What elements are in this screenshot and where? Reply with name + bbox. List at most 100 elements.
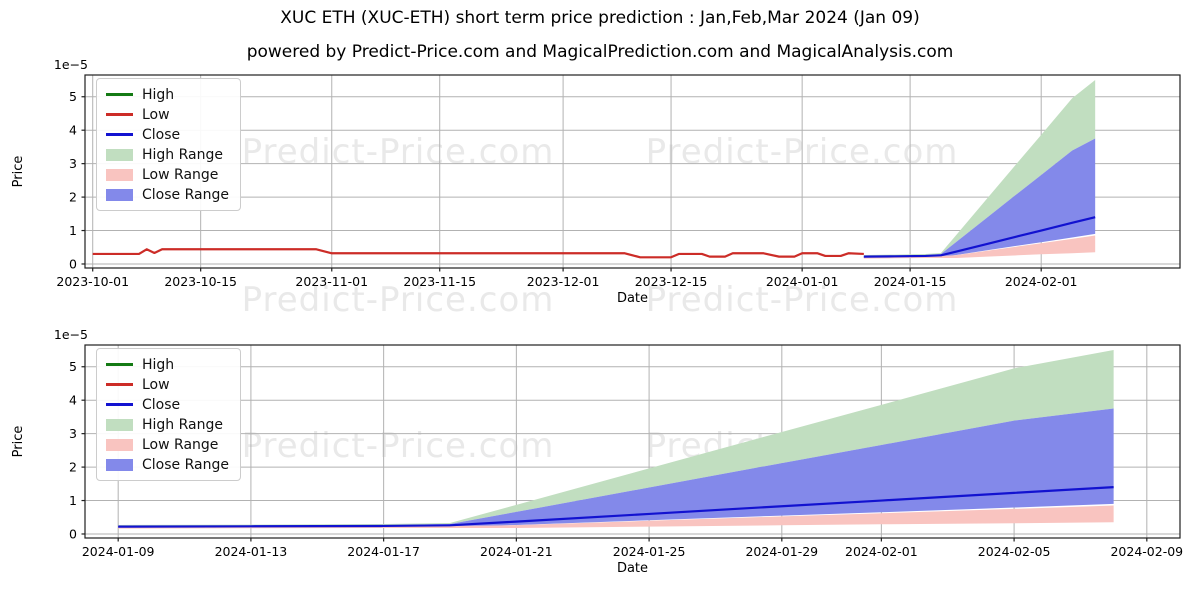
y-tick-label: 1 (69, 493, 77, 508)
legend-label: High (142, 356, 175, 373)
y-axis-offset-label: 1e−5 (54, 327, 88, 342)
legend-item-high: High (106, 356, 229, 373)
x-tick-labels: 2023-10-01 2023-10-15 2023-11-01 2023-11-15… (56, 274, 1077, 289)
watermark-text: Predict-Price.com (241, 280, 555, 320)
y-tick-label: 1 (69, 223, 77, 238)
high-range-swatch-icon (106, 148, 133, 161)
y-tick-label: 2 (69, 190, 77, 205)
x-tick-label: 2024-01-21 (480, 544, 553, 559)
low-range-swatch-icon (106, 168, 133, 181)
x-axis-label: Date (617, 561, 648, 576)
y-tick-labels: 0 1 2 3 4 5 (69, 359, 77, 541)
y-tick-label: 4 (69, 393, 77, 408)
legend-item-close-range: Close Range (106, 456, 229, 473)
tick-marks (81, 366, 1148, 542)
series-close-line (118, 486, 1114, 528)
y-axis-offset-label: 1e−5 (54, 57, 88, 72)
plot-border (84, 344, 1181, 539)
band-high-range (118, 350, 1114, 526)
x-tick-labels: 2024-01-09 2024-01-13 2024-01-17 2024-01-21… (82, 544, 1183, 559)
series-low-line (92, 248, 864, 259)
legend-label: High Range (142, 416, 223, 433)
legend-item-close: Close (106, 126, 229, 143)
band-close-range (118, 408, 1114, 528)
high-range-swatch-icon (106, 418, 133, 431)
band-low-range (118, 505, 1114, 529)
legend-item-close-range: Close Range (106, 186, 229, 203)
top-chart: 2023-10-01 2023-10-15 2023-11-01 2023-11-15… (11, 57, 1181, 306)
x-tick-label: 2023-12-01 (527, 274, 600, 289)
close-line-swatch-icon (106, 133, 133, 136)
watermark-text: Predict-Price.com (241, 426, 555, 466)
y-tick-label: 3 (69, 156, 77, 171)
x-tick-label: 2023-10-15 (164, 274, 237, 289)
x-tick-label: 2024-01-01 (766, 274, 839, 289)
gridlines (85, 75, 1180, 268)
y-tick-label: 3 (69, 426, 77, 441)
y-tick-label: 4 (69, 123, 77, 138)
x-tick-label: 2023-11-01 (295, 274, 368, 289)
x-tick-label: 2024-01-13 (215, 544, 288, 559)
legend-bottom-chart: High Low Close High Range Low Range Clos… (96, 348, 241, 481)
y-tick-label: 2 (69, 460, 77, 475)
band-close-range (863, 138, 1096, 258)
legend-label: Low Range (142, 166, 219, 183)
legend-label: Close Range (142, 456, 229, 473)
high-line-swatch-icon (106, 93, 133, 96)
x-tick-label: 2024-02-09 (1110, 544, 1183, 559)
legend-item-high: High (106, 86, 229, 103)
y-axis-label: Price (11, 156, 26, 188)
close-line-swatch-icon (106, 403, 133, 406)
watermark-text: Predict-Price.com (241, 132, 555, 172)
x-tick-label: 2024-01-15 (874, 274, 947, 289)
close-range-swatch-icon (106, 188, 133, 201)
low-line-swatch-icon (106, 383, 133, 386)
legend-label: Low (142, 376, 170, 393)
y-tick-labels: 0 1 2 3 4 5 (69, 89, 77, 271)
legend-item-high-range: High Range (106, 416, 229, 433)
x-tick-label: 2024-01-25 (613, 544, 686, 559)
bottom-chart: 2024-01-09 2024-01-13 2024-01-17 2024-01-21… (11, 327, 1183, 576)
low-line-swatch-icon (106, 113, 133, 116)
x-tick-label: 2024-01-17 (347, 544, 420, 559)
x-tick-label: 2024-02-01 (1005, 274, 1078, 289)
x-tick-label: 2024-01-29 (745, 544, 818, 559)
legend-label: Low (142, 106, 170, 123)
x-axis-label: Date (617, 291, 648, 306)
plot-border (84, 74, 1181, 269)
y-tick-label: 5 (69, 89, 77, 104)
legend-item-close: Close (106, 396, 229, 413)
legend-item-low-range: Low Range (106, 436, 229, 453)
legend-item-low: Low (106, 106, 229, 123)
high-line-swatch-icon (106, 363, 133, 366)
legend-item-low-range: Low Range (106, 166, 229, 183)
series-close-line (863, 216, 1096, 258)
legend-top-chart: High Low Close High Range Low Range Clos… (96, 78, 241, 211)
legend-label: High Range (142, 146, 223, 163)
low-range-swatch-icon (106, 438, 133, 451)
watermark-text: Predict-Price.com (645, 280, 959, 320)
x-tick-label: 2024-01-09 (82, 544, 155, 559)
tick-marks (81, 96, 1042, 272)
x-tick-label: 2024-02-01 (845, 544, 918, 559)
legend-item-low: Low (106, 376, 229, 393)
legend-label: Close Range (142, 186, 229, 203)
x-tick-label: 2023-10-01 (56, 274, 129, 289)
legend-item-high-range: High Range (106, 146, 229, 163)
legend-label: Low Range (142, 436, 219, 453)
close-range-swatch-icon (106, 458, 133, 471)
x-tick-label: 2024-02-05 (978, 544, 1051, 559)
band-low-range (863, 235, 1096, 259)
band-high-range (863, 80, 1096, 256)
watermark-text: Predict-Price.com (645, 132, 959, 172)
figure-subtitle: powered by Predict-Price.com and Magical… (246, 42, 954, 62)
legend-label: High (142, 86, 175, 103)
x-tick-label: 2023-12-15 (635, 274, 708, 289)
y-axis-label: Price (11, 426, 26, 458)
legend-label: Close (142, 396, 181, 413)
x-tick-label: 2023-11-15 (403, 274, 476, 289)
y-tick-label: 0 (69, 526, 77, 541)
figure-title: XUC ETH (XUC-ETH) short term price predi… (280, 8, 920, 28)
